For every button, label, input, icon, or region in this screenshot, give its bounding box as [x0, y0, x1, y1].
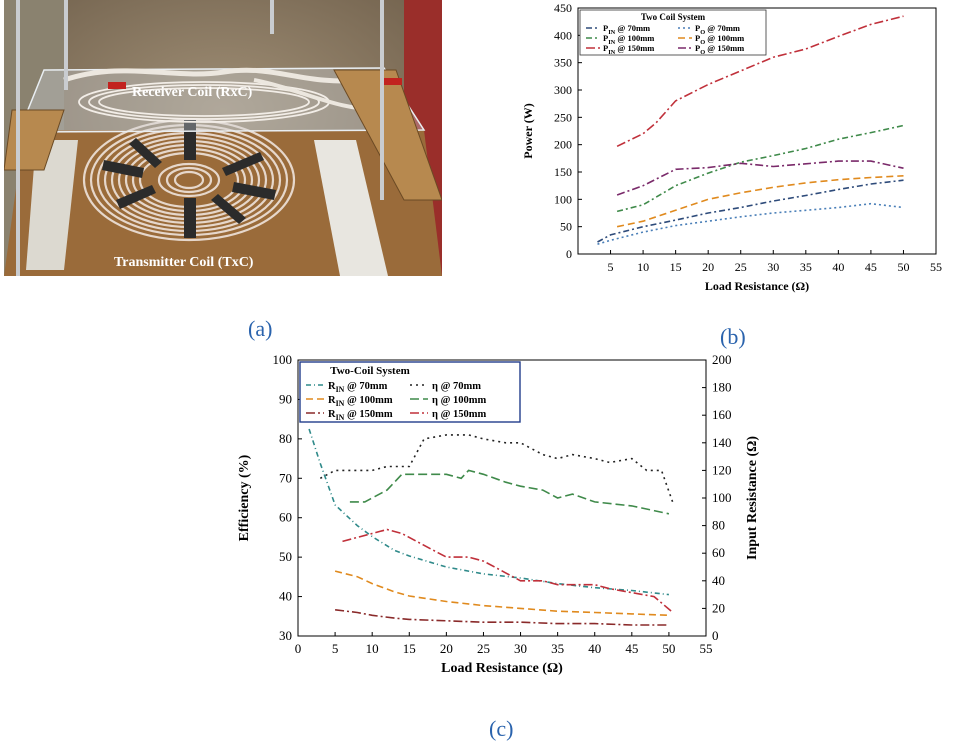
x-tick-label: 20 [702, 260, 714, 274]
y-tick-label: 0 [566, 247, 572, 261]
panel-label-b: (b) [720, 324, 746, 349]
series-line-1 [597, 202, 904, 245]
series-line-2 [616, 124, 904, 213]
y-tick-label: 90 [279, 391, 292, 406]
legend-box [299, 361, 521, 423]
y-tick-label: 70 [279, 470, 292, 485]
x-tick-label: 35 [551, 641, 564, 656]
series-line-0 [597, 179, 904, 243]
x-tick-label: 15 [403, 641, 416, 656]
x-tick-label: 55 [700, 641, 713, 656]
legend-entry: RIN @ 100mm [328, 395, 393, 408]
series-line-3 [349, 469, 670, 515]
y2-tick-label: 200 [712, 352, 732, 367]
y2-tick-label: 140 [712, 435, 732, 450]
x-tick-label: 50 [662, 641, 675, 656]
series-line-1 [319, 434, 674, 503]
y-tick-label: 400 [554, 28, 572, 42]
y-tick-label: 300 [554, 83, 572, 97]
y-axis-label: Efficiency (%) [237, 454, 252, 541]
legend-entry: PO @ 100mm [695, 33, 744, 46]
coil-photo: Receiver Coil (RxC) Transmitter Coil (Tx… [4, 0, 442, 276]
y2-tick-label: 60 [712, 545, 725, 560]
series-line-4 [335, 609, 669, 626]
legend-title: Two-Coil System [330, 365, 410, 377]
x-tick-label: 40 [832, 260, 844, 274]
series-line-2 [334, 570, 669, 617]
y-tick-label: 450 [554, 1, 572, 15]
y2-tick-label: 20 [712, 600, 725, 615]
plot-frame [577, 7, 937, 255]
x-tick-label: 0 [295, 641, 302, 656]
x-tick-label: 50 [897, 260, 909, 274]
x-tick-label: 25 [735, 260, 747, 274]
x-tick-label: 35 [800, 260, 812, 274]
legend-entry: PO @ 150mm [695, 43, 744, 56]
y2-tick-label: 160 [712, 407, 732, 422]
y-tick-label: 100 [554, 192, 572, 206]
x-tick-label: 10 [366, 641, 379, 656]
legend-entry: η @ 70mm [432, 381, 481, 392]
series-line-5 [342, 528, 674, 613]
x-tick-label: 30 [767, 260, 779, 274]
y2-tick-label: 0 [712, 628, 719, 643]
x-tick-label: 5 [332, 641, 339, 656]
legend-entry: η @ 100mm [432, 395, 486, 406]
x-tick-label: 20 [440, 641, 453, 656]
y-tick-label: 80 [279, 431, 292, 446]
y-tick-label: 150 [554, 165, 572, 179]
x-axis-label: Load Resistance (Ω) [441, 661, 563, 676]
efficiency-chart: 0 5 10 15 20 25 30 35 40 45 50 55 30 40 50 60 70 80 90 100 0… [237, 352, 760, 676]
legend-entry: RIN @ 70mm [328, 381, 388, 394]
legend-box [579, 9, 767, 56]
legend-entry: PIN @ 150mm [603, 43, 654, 56]
panel-label-c: (c) [489, 716, 514, 741]
x-tick-label: 40 [588, 641, 601, 656]
y-tick-label: 50 [279, 549, 292, 564]
y2-axis-label: Input Resistance (Ω) [745, 436, 760, 560]
y2-tick-label: 40 [712, 573, 725, 588]
y2-tick-label: 180 [712, 380, 732, 395]
power-chart: 5 10 15 20 25 30 35 40 45 50 55 0 50 100 150 200 250 300 3… [521, 1, 942, 293]
x-axis-label: Load Resistance (Ω) [705, 279, 809, 293]
series-line-4 [616, 15, 904, 148]
series-line-3 [616, 175, 904, 228]
legend-title: Two Coil System [641, 12, 706, 22]
x-tick-label: 15 [670, 260, 682, 274]
y2-tick-label: 120 [712, 462, 732, 477]
legend-entry: PO @ 70mm [695, 23, 740, 36]
panel-label-a: (a) [248, 316, 273, 341]
y-tick-label: 250 [554, 110, 572, 124]
legend-entry: PIN @ 70mm [603, 23, 650, 36]
legend-entry: RIN @ 150mm [328, 409, 393, 422]
transmitter-coil-label: Transmitter Coil (TxC) [114, 255, 254, 270]
receiver-coil-label: Receiver Coil (RxC) [132, 85, 253, 100]
y2-tick-label: 100 [712, 490, 732, 505]
y-tick-label: 50 [560, 220, 572, 234]
series-line-5 [616, 160, 904, 196]
legend-entry: η @ 150mm [432, 409, 486, 420]
y-tick-label: 30 [279, 628, 292, 643]
legend-entry: PIN @ 100mm [603, 33, 654, 46]
y-tick-label: 200 [554, 138, 572, 152]
y2-tick-label: 80 [712, 518, 725, 533]
x-tick-label: 55 [930, 260, 942, 274]
y-tick-label: 60 [279, 510, 292, 525]
coil-photo-illustration: Receiver Coil (RxC) Transmitter Coil (Tx… [4, 0, 442, 276]
x-tick-label: 10 [637, 260, 649, 274]
y-axis-label: Power (W) [521, 103, 535, 158]
y-tick-label: 100 [273, 352, 293, 367]
x-tick-label: 5 [608, 260, 614, 274]
y-tick-label: 350 [554, 56, 572, 70]
y-tick-label: 40 [279, 589, 292, 604]
x-tick-label: 45 [865, 260, 877, 274]
series-line-0 [308, 428, 669, 596]
x-tick-label: 45 [625, 641, 638, 656]
x-tick-label: 30 [514, 641, 527, 656]
x-tick-label: 25 [477, 641, 490, 656]
